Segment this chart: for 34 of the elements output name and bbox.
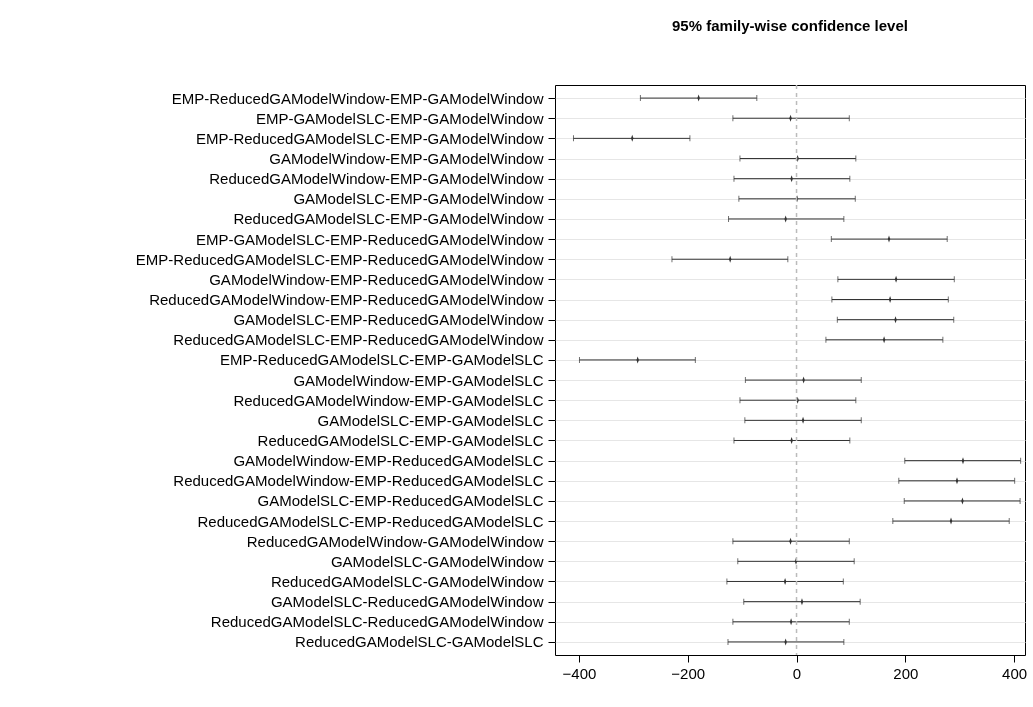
y-tick-label: EMP-ReducedGAModelWindow-EMP-GAModelWindow	[171, 89, 544, 107]
y-tick-label: GAModelSLC-EMP-GAModelSLC	[317, 411, 544, 429]
x-tick-label: 200	[893, 664, 919, 682]
y-tick-label: GAModelSLC-EMP-ReducedGAModelSLC	[257, 492, 544, 510]
y-tick-label: ReducedGAModelWindow-EMP-GAModelSLC	[233, 391, 544, 409]
y-tick-label: GAModelSLC-GAModelWindow	[330, 552, 544, 570]
y-tick-label: ReducedGAModelSLC-GAModelSLC	[295, 633, 544, 651]
y-tick-label: GAModelWindow-EMP-GAModelSLC	[293, 371, 544, 389]
y-tick-label: EMP-ReducedGAModelSLC-EMP-ReducedGAModelWindow	[135, 250, 544, 268]
y-tick-label: ReducedGAModelWindow-EMP-GAModelWindow	[209, 170, 544, 188]
y-tick-label: EMP-ReducedGAModelSLC-EMP-GAModelWindow	[195, 129, 544, 147]
y-tick-label: ReducedGAModelSLC-EMP-GAModelSLC	[257, 431, 544, 449]
y-tick-label: GAModelWindow-EMP-ReducedGAModelSLC	[233, 452, 544, 470]
chart-title: 95% family-wise confidence level	[672, 17, 908, 35]
y-tick-label: ReducedGAModelWindow-EMP-ReducedGAModelWindow	[149, 291, 544, 309]
y-tick-label: EMP-ReducedGAModelSLC-EMP-GAModelSLC	[220, 351, 544, 369]
y-tick-label: GAModelSLC-ReducedGAModelWindow	[270, 593, 544, 611]
y-tick-label: ReducedGAModelSLC-EMP-ReducedGAModelSLC	[197, 512, 544, 530]
y-tick-label: GAModelSLC-EMP-GAModelWindow	[293, 190, 544, 208]
x-tick-label: 400	[1002, 664, 1028, 682]
y-tick-label: EMP-GAModelSLC-EMP-ReducedGAModelWindow	[195, 230, 544, 248]
y-tick-label: ReducedGAModelSLC-GAModelWindow	[270, 572, 544, 590]
y-tick-label: GAModelWindow-EMP-ReducedGAModelWindow	[209, 270, 544, 288]
y-tick-label: ReducedGAModelSLC-EMP-GAModelWindow	[233, 210, 544, 228]
y-tick-label: ReducedGAModelSLC-EMP-ReducedGAModelWindow	[173, 331, 544, 349]
y-tick-label: ReducedGAModelSLC-ReducedGAModelWindow	[210, 613, 544, 631]
y-tick-label: EMP-GAModelSLC-EMP-GAModelWindow	[255, 109, 544, 127]
x-tick-label: −400	[562, 664, 597, 682]
y-tick-label: GAModelWindow-EMP-GAModelWindow	[269, 150, 544, 168]
y-tick-label: GAModelSLC-EMP-ReducedGAModelWindow	[233, 311, 544, 329]
y-tick-label: ReducedGAModelWindow-EMP-ReducedGAModelSLC	[173, 472, 544, 490]
y-tick-label: ReducedGAModelWindow-GAModelWindow	[246, 532, 544, 550]
x-tick-label: 0	[792, 664, 802, 682]
x-tick-label: −200	[671, 664, 706, 682]
